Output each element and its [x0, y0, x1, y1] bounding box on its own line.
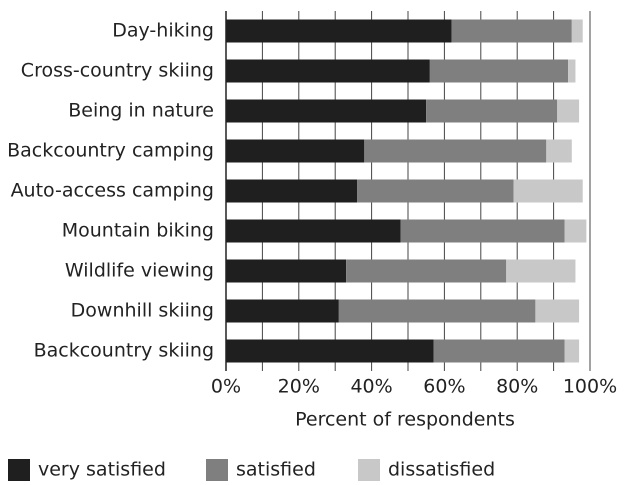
bar-segment: [513, 179, 583, 203]
y-tick-label: Auto-access camping: [11, 180, 214, 202]
bar-segment: [451, 19, 572, 43]
y-tick-label: Mountain biking: [62, 220, 214, 242]
x-tick-label: 60%: [423, 376, 465, 398]
y-tick-label: Day-hiking: [112, 20, 214, 42]
y-tick-label: Backcountry camping: [7, 140, 214, 162]
bar-segment: [564, 219, 587, 243]
bar-segment: [426, 99, 558, 123]
bar-segment: [338, 299, 536, 323]
x-tick-label: 100%: [563, 376, 617, 398]
y-tick-label: Downhill skiing: [71, 300, 214, 322]
y-tick-label: Cross-country skiing: [21, 60, 214, 82]
bar-segment: [226, 139, 365, 163]
bar-segment: [535, 299, 580, 323]
x-axis-title: Percent of respondents: [295, 409, 515, 431]
legend-swatch: [358, 459, 380, 481]
x-tick-label: 0%: [211, 376, 241, 398]
bar-segment: [226, 219, 401, 243]
bar-segment: [226, 179, 358, 203]
x-tick-label: 80%: [496, 376, 538, 398]
bar-segment: [506, 259, 576, 283]
bar-segment: [226, 339, 434, 363]
bar-segment: [429, 59, 569, 83]
bar-segment: [400, 219, 565, 243]
bar-segment: [357, 179, 514, 203]
legend-label: dissatisfied: [388, 459, 495, 481]
legend-label: satisfied: [236, 459, 316, 481]
bar-segment: [568, 59, 576, 83]
x-tick-label: 20%: [278, 376, 320, 398]
bar-segment: [346, 259, 507, 283]
bar-segment: [433, 339, 565, 363]
bar-segment: [226, 59, 430, 83]
legend-swatch: [8, 459, 30, 481]
legend-swatch: [206, 459, 228, 481]
bar-segment: [226, 19, 452, 43]
legend-label: very satisfied: [38, 459, 166, 481]
bar-segment: [546, 139, 572, 163]
bar-segment: [557, 99, 580, 123]
bar-segment: [571, 19, 583, 43]
y-tick-label: Wildlife viewing: [65, 260, 214, 282]
bar-segment: [364, 139, 547, 163]
bar-segment: [564, 339, 580, 363]
bar-segment: [226, 299, 339, 323]
bar-segment: [226, 99, 427, 123]
y-tick-label: Backcountry skiing: [34, 340, 214, 362]
x-tick-label: 40%: [350, 376, 392, 398]
bar-segment: [226, 259, 347, 283]
y-tick-label: Being in nature: [68, 100, 214, 122]
